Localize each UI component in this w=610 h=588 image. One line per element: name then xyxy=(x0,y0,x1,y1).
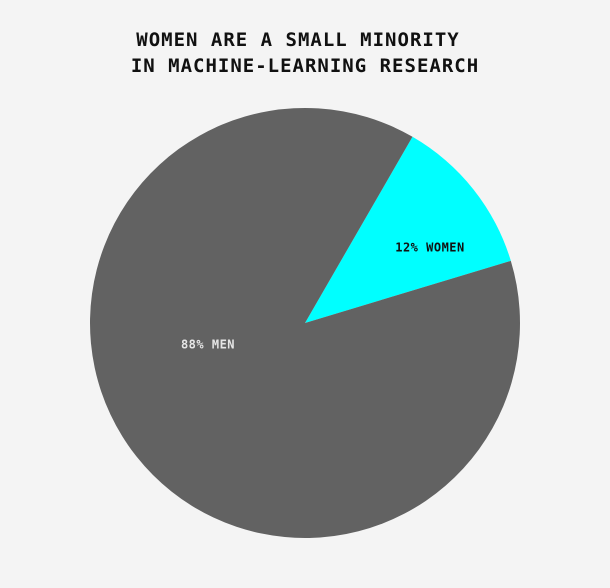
data-label: 12% WOMEN xyxy=(395,241,465,255)
pie-slice xyxy=(89,108,521,538)
data-label: 88% MEN xyxy=(181,338,235,352)
chart-title: WOMEN ARE A SMALL MINORITY xyxy=(136,29,459,51)
pie-slice xyxy=(305,136,511,323)
chart-title: IN MACHINE-LEARNING RESEARCH xyxy=(131,55,479,77)
